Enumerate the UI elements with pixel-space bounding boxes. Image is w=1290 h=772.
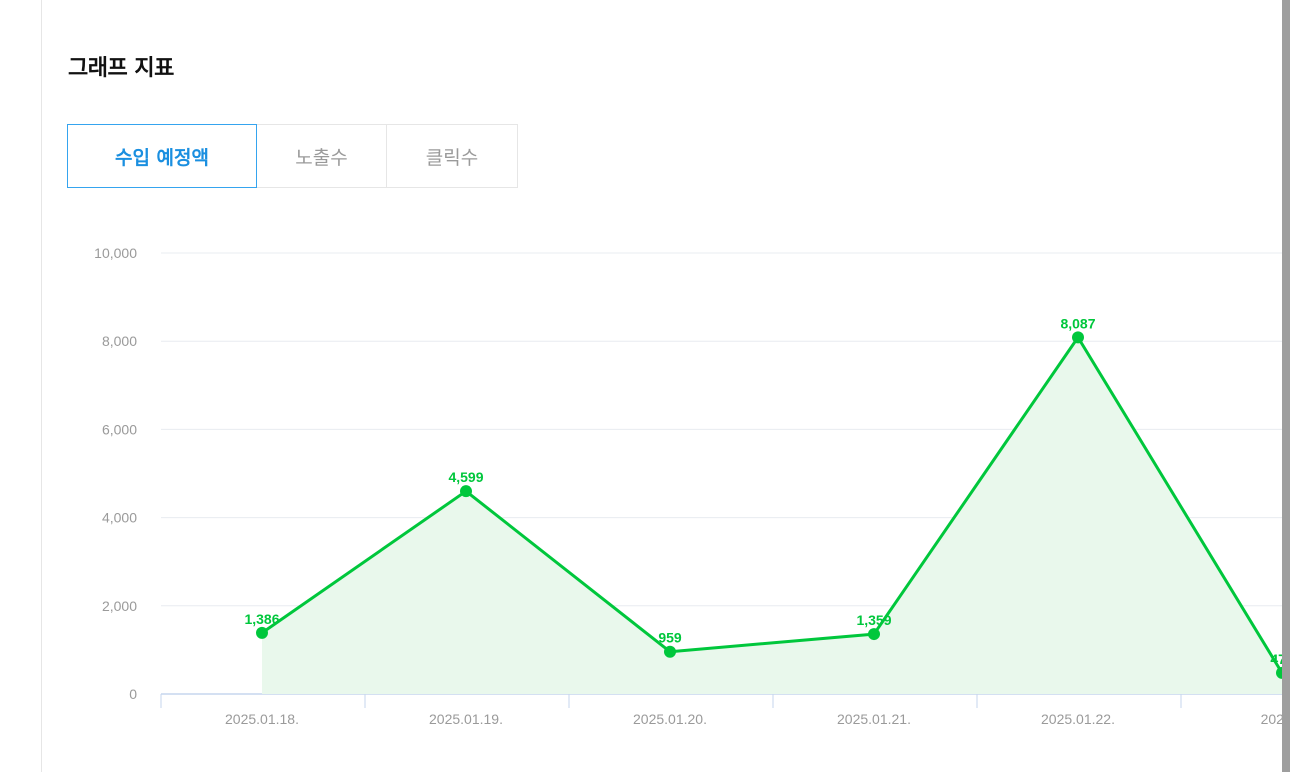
y-tick-label: 6,000	[102, 421, 137, 437]
x-tick-label: 2025.01.21.	[837, 711, 911, 727]
x-tick-label: 2025.01.20.	[633, 711, 707, 727]
tab-expected-revenue[interactable]: 수입 예정액	[67, 124, 257, 188]
metric-tabs: 수입 예정액 노출수 클릭수	[67, 124, 518, 188]
x-tick-label: 2025.01.18.	[225, 711, 299, 727]
section-title: 그래프 지표	[68, 56, 174, 81]
x-tick-label: 2025.01.22.	[1041, 711, 1115, 727]
series-line	[261, 335, 1284, 674]
data-point	[256, 626, 268, 639]
data-point	[868, 628, 880, 641]
data-label: 4,599	[448, 469, 483, 485]
y-tick-label: 4,000	[102, 510, 137, 526]
y-tick-label: 10,000	[94, 245, 137, 261]
tab-clicks[interactable]: 클릭수	[387, 124, 518, 188]
vertical-scrollbar[interactable]	[1282, 0, 1290, 772]
data-label: 1,359	[856, 612, 891, 628]
data-point	[460, 485, 472, 498]
card-left-border	[41, 0, 42, 772]
y-tick-label: 0	[129, 686, 137, 702]
x-tick-label: 2025.01.19.	[429, 711, 503, 727]
data-point	[1072, 331, 1084, 344]
tab-impressions[interactable]: 노출수	[257, 124, 387, 188]
data-point	[664, 645, 676, 658]
y-tick-label: 8,000	[102, 333, 137, 349]
data-label: 1,386	[244, 611, 279, 627]
data-label: 8,087	[1060, 315, 1095, 331]
series-area	[262, 337, 1282, 694]
data-label: 959	[658, 630, 682, 646]
y-tick-label: 2,000	[102, 598, 137, 614]
